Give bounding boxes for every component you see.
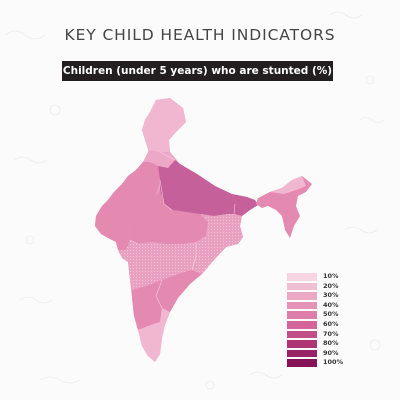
page-title: KEY CHILD HEALTH INDICATORS [64, 26, 336, 44]
region-east-central [192, 214, 243, 274]
legend-item: 40% [287, 301, 343, 311]
legend-label: 30% [323, 291, 339, 300]
legend-label: 70% [323, 329, 339, 338]
region-uttar-pradesh [158, 160, 235, 216]
indicator-subtitle: Children (under 5 years) who are stunted… [62, 61, 333, 81]
region-punjab [143, 150, 175, 168]
legend-item: 90% [287, 349, 343, 359]
legend-item: 20% [287, 282, 343, 292]
legend-item: 80% [287, 339, 343, 349]
legend-swatch [287, 273, 317, 281]
region-north [142, 98, 186, 152]
legend-label: 100% [323, 358, 344, 367]
region-gujarat [95, 206, 130, 250]
legend-label: 80% [323, 339, 339, 348]
legend-item: 100% [287, 358, 343, 368]
region-bihar [228, 194, 258, 216]
legend-label: 60% [323, 319, 339, 328]
legend-item: 50% [287, 310, 343, 320]
region-south-tip [138, 308, 170, 362]
legend-item: 70% [287, 330, 343, 340]
region-rajasthan [102, 162, 160, 226]
region-andhra [156, 270, 202, 312]
legend-swatch [287, 321, 317, 329]
legend-item: 60% [287, 320, 343, 330]
region-maharashtra [118, 240, 196, 290]
map-legend: 10% 20% 30% 40% 50% 60% 70% 80% 90% 100% [287, 272, 343, 368]
legend-label: 40% [323, 300, 339, 309]
legend-label: 50% [323, 310, 339, 319]
legend-swatch [287, 282, 317, 291]
legend-swatch [287, 359, 317, 367]
region-northeast [256, 176, 312, 238]
legend-swatch [287, 292, 317, 300]
region-northeast-light [270, 176, 306, 194]
legend-label: 20% [323, 281, 339, 290]
region-madhya-pradesh [128, 190, 208, 244]
legend-swatch [287, 301, 317, 310]
region-karnataka [132, 280, 162, 330]
legend-item: 30% [287, 291, 343, 301]
legend-swatch [287, 340, 317, 348]
legend-label: 90% [323, 348, 339, 357]
legend-item: 10% [287, 272, 343, 282]
legend-swatch [287, 330, 317, 339]
legend-swatch [287, 311, 317, 319]
legend-label: 10% [323, 272, 339, 280]
legend-swatch [287, 349, 317, 358]
